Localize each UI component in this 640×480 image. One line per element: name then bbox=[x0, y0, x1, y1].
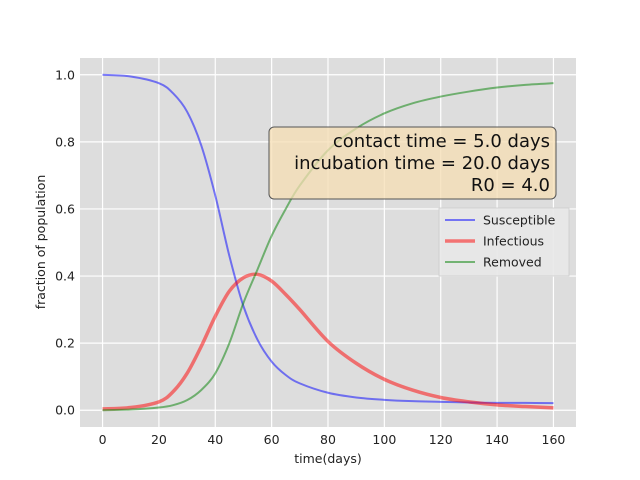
x-tick-label: 60 bbox=[264, 432, 280, 447]
annotation-background bbox=[268, 126, 557, 200]
annotation-line-contact-time: contact time = 5.0 days bbox=[333, 131, 550, 152]
annotation-box: contact time = 5.0 days incubation time … bbox=[268, 126, 557, 200]
series-line-susceptible bbox=[102, 73, 554, 405]
legend: Susceptible Infectious Removed bbox=[438, 207, 570, 277]
legend-label-removed: Removed bbox=[483, 255, 542, 270]
x-tick-label: 160 bbox=[542, 432, 566, 447]
x-tick-label: 40 bbox=[207, 432, 223, 447]
x-axis-label: time(days) bbox=[294, 451, 362, 466]
y-tick-label: 0.0 bbox=[55, 403, 75, 418]
y-tick-label: 0.4 bbox=[55, 269, 75, 284]
series-line-infectious bbox=[102, 272, 554, 411]
series-line-removed bbox=[102, 82, 554, 412]
x-tick-label: 0 bbox=[99, 432, 107, 447]
y-axis-ticks: 0.0 0.2 0.4 0.6 0.8 1.0 bbox=[55, 67, 75, 417]
x-tick-label: 140 bbox=[485, 432, 509, 447]
annotation-line-incubation-time: incubation time = 20.0 days bbox=[294, 153, 550, 174]
y-axis-label: fraction of population bbox=[33, 175, 48, 310]
x-tick-label: 100 bbox=[372, 432, 396, 447]
legend-label-susceptible: Susceptible bbox=[483, 213, 556, 228]
x-axis-ticks: 0 20 40 60 80 100 120 140 160 bbox=[99, 432, 566, 447]
y-tick-label: 0.2 bbox=[55, 336, 75, 351]
y-tick-label: 0.6 bbox=[55, 201, 75, 216]
series-lines bbox=[102, 73, 554, 412]
annotation-line-r0: R0 = 4.0 bbox=[471, 175, 550, 196]
y-tick-label: 0.8 bbox=[55, 134, 75, 149]
legend-label-infectious: Infectious bbox=[483, 234, 544, 249]
x-tick-label: 120 bbox=[429, 432, 453, 447]
x-tick-label: 20 bbox=[151, 432, 167, 447]
x-tick-label: 80 bbox=[320, 432, 336, 447]
y-tick-label: 1.0 bbox=[55, 67, 75, 82]
